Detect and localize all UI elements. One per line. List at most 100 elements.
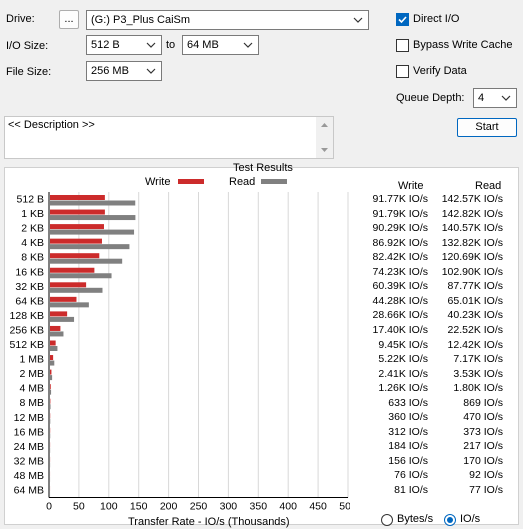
write-bar [50,311,68,317]
io-size-to-value: 64 MB [187,39,219,51]
read-bar [50,287,103,293]
category-label: 32 KB [15,281,44,293]
read-bar [50,215,136,221]
scroll-up-icon [321,123,328,127]
read-result-value: 470 IO/s [463,411,503,424]
write-result-value: 633 IO/s [388,396,428,409]
write-result-value: 91.77K IO/s [372,193,428,205]
read-result-value: 142.82K IO/s [441,207,503,220]
x-tick-label: 300 [220,501,238,513]
write-result-value: 28.66K IO/s [372,309,428,322]
write-bar [50,282,87,288]
direct-io-checkbox[interactable] [396,13,409,26]
read-bar [50,404,51,410]
x-tick-label: 100 [100,501,118,513]
write-result-value: 82.42K IO/s [372,251,428,264]
chart-title: Test Results [233,162,293,174]
read-result-value: 40.23K IO/s [447,309,503,322]
start-button[interactable]: Start [457,118,517,137]
read-result-value: 65.01K IO/s [447,294,503,307]
write-bar [50,355,54,361]
queue-depth-select[interactable]: 4 [473,88,517,108]
chevron-down-icon [146,68,156,74]
write-result-value: 1.26K IO/s [378,382,428,395]
bytes-per-second-label: Bytes/s [397,513,434,525]
write-bar [50,340,56,346]
direct-io-label: Direct I/O [413,13,460,25]
read-bar [50,375,53,381]
write-result-value: 90.29K IO/s [372,222,428,235]
write-bar [50,325,61,331]
x-tick-label: 150 [130,501,148,513]
bytes-per-second-radio[interactable] [381,514,393,526]
ios-per-second-label: IO/s [460,513,481,525]
write-result-value: 76 IO/s [394,469,428,482]
read-bar [50,316,75,322]
bypass-write-cache-label: Bypass Write Cache [413,39,513,51]
ios-per-second-radio[interactable] [444,514,456,526]
read-result-value: 12.42K IO/s [447,338,503,351]
bypass-write-cache-checkbox[interactable] [396,39,409,52]
category-label: 64 MB [14,485,44,497]
write-bar [50,224,104,230]
description-field[interactable]: << Description >> [4,116,334,159]
read-bar [50,331,64,337]
read-result-value: 1.80K IO/s [453,382,503,395]
read-result-value: 132.82K IO/s [441,236,503,249]
read-result-value: 142.57K IO/s [441,193,503,205]
scroll-down-icon [321,148,328,152]
verify-data-checkbox[interactable] [396,65,409,78]
category-label: 256 KB [10,324,44,336]
queue-depth-value: 4 [478,92,485,104]
write-result-value: 74.23K IO/s [372,265,428,278]
io-size-from-select[interactable]: 512 B [86,35,162,55]
read-bar [50,244,130,250]
write-bar [50,267,95,273]
checkmark-icon [398,16,407,24]
read-bar [50,273,112,279]
read-result-value: 102.90K IO/s [441,265,503,278]
write-result-value: 156 IO/s [388,454,428,467]
read-bar [50,360,55,366]
browse-button[interactable]: ... [59,10,79,29]
write-column-header: Write [398,180,424,192]
read-bar [50,258,123,264]
x-tick-label: 350 [250,501,268,513]
io-size-label: I/O Size: [6,40,49,52]
read-bar [50,229,135,235]
read-result-value: 7.17K IO/s [453,353,503,366]
write-bar [50,209,105,215]
drive-select[interactable]: (G:) P3_Plus CaiSm [86,10,369,30]
category-label: 2 KB [21,223,44,235]
bar-chart: 0 50 100 150 200 250 300 350 400 450 500 512 B 1 KB 2… [10,192,350,513]
x-tick-label: 450 [309,501,327,513]
description-scrollbar[interactable] [316,117,333,158]
read-result-value: 869 IO/s [463,396,503,409]
results-panel: Test Results Write Read 0 50 100 150 200 250 3… [4,162,519,528]
category-label: 128 KB [10,310,44,322]
category-label: 1 KB [21,208,44,220]
file-size-select[interactable]: 256 MB [86,61,162,81]
write-result-value: 91.79K IO/s [372,207,428,220]
drive-label: Drive: [6,13,35,25]
write-bar [50,253,100,259]
write-result-value: 5.22K IO/s [378,353,428,366]
x-axis-label: Transfer Rate - IO/s (Thousands) [128,516,290,528]
x-tick-label: 500 [339,501,350,513]
write-result-value: 81 IO/s [394,484,428,496]
write-result-value: 360 IO/s [388,411,428,424]
read-result-value: 373 IO/s [463,425,503,438]
x-tick-label: 200 [160,501,178,513]
verify-data-label: Verify Data [413,65,467,77]
category-label: 24 MB [14,441,44,453]
to-label: to [166,39,176,51]
category-label: 8 MB [19,397,44,409]
chevron-down-icon [243,42,253,48]
x-tick-label: 0 [46,501,52,513]
category-label: 1 MB [19,354,44,366]
legend-write-swatch [178,179,204,184]
queue-depth-label: Queue Depth: [396,92,465,104]
read-result-value: 22.52K IO/s [447,323,503,336]
category-label: 32 MB [14,455,44,467]
io-size-to-select[interactable]: 64 MB [182,35,259,55]
